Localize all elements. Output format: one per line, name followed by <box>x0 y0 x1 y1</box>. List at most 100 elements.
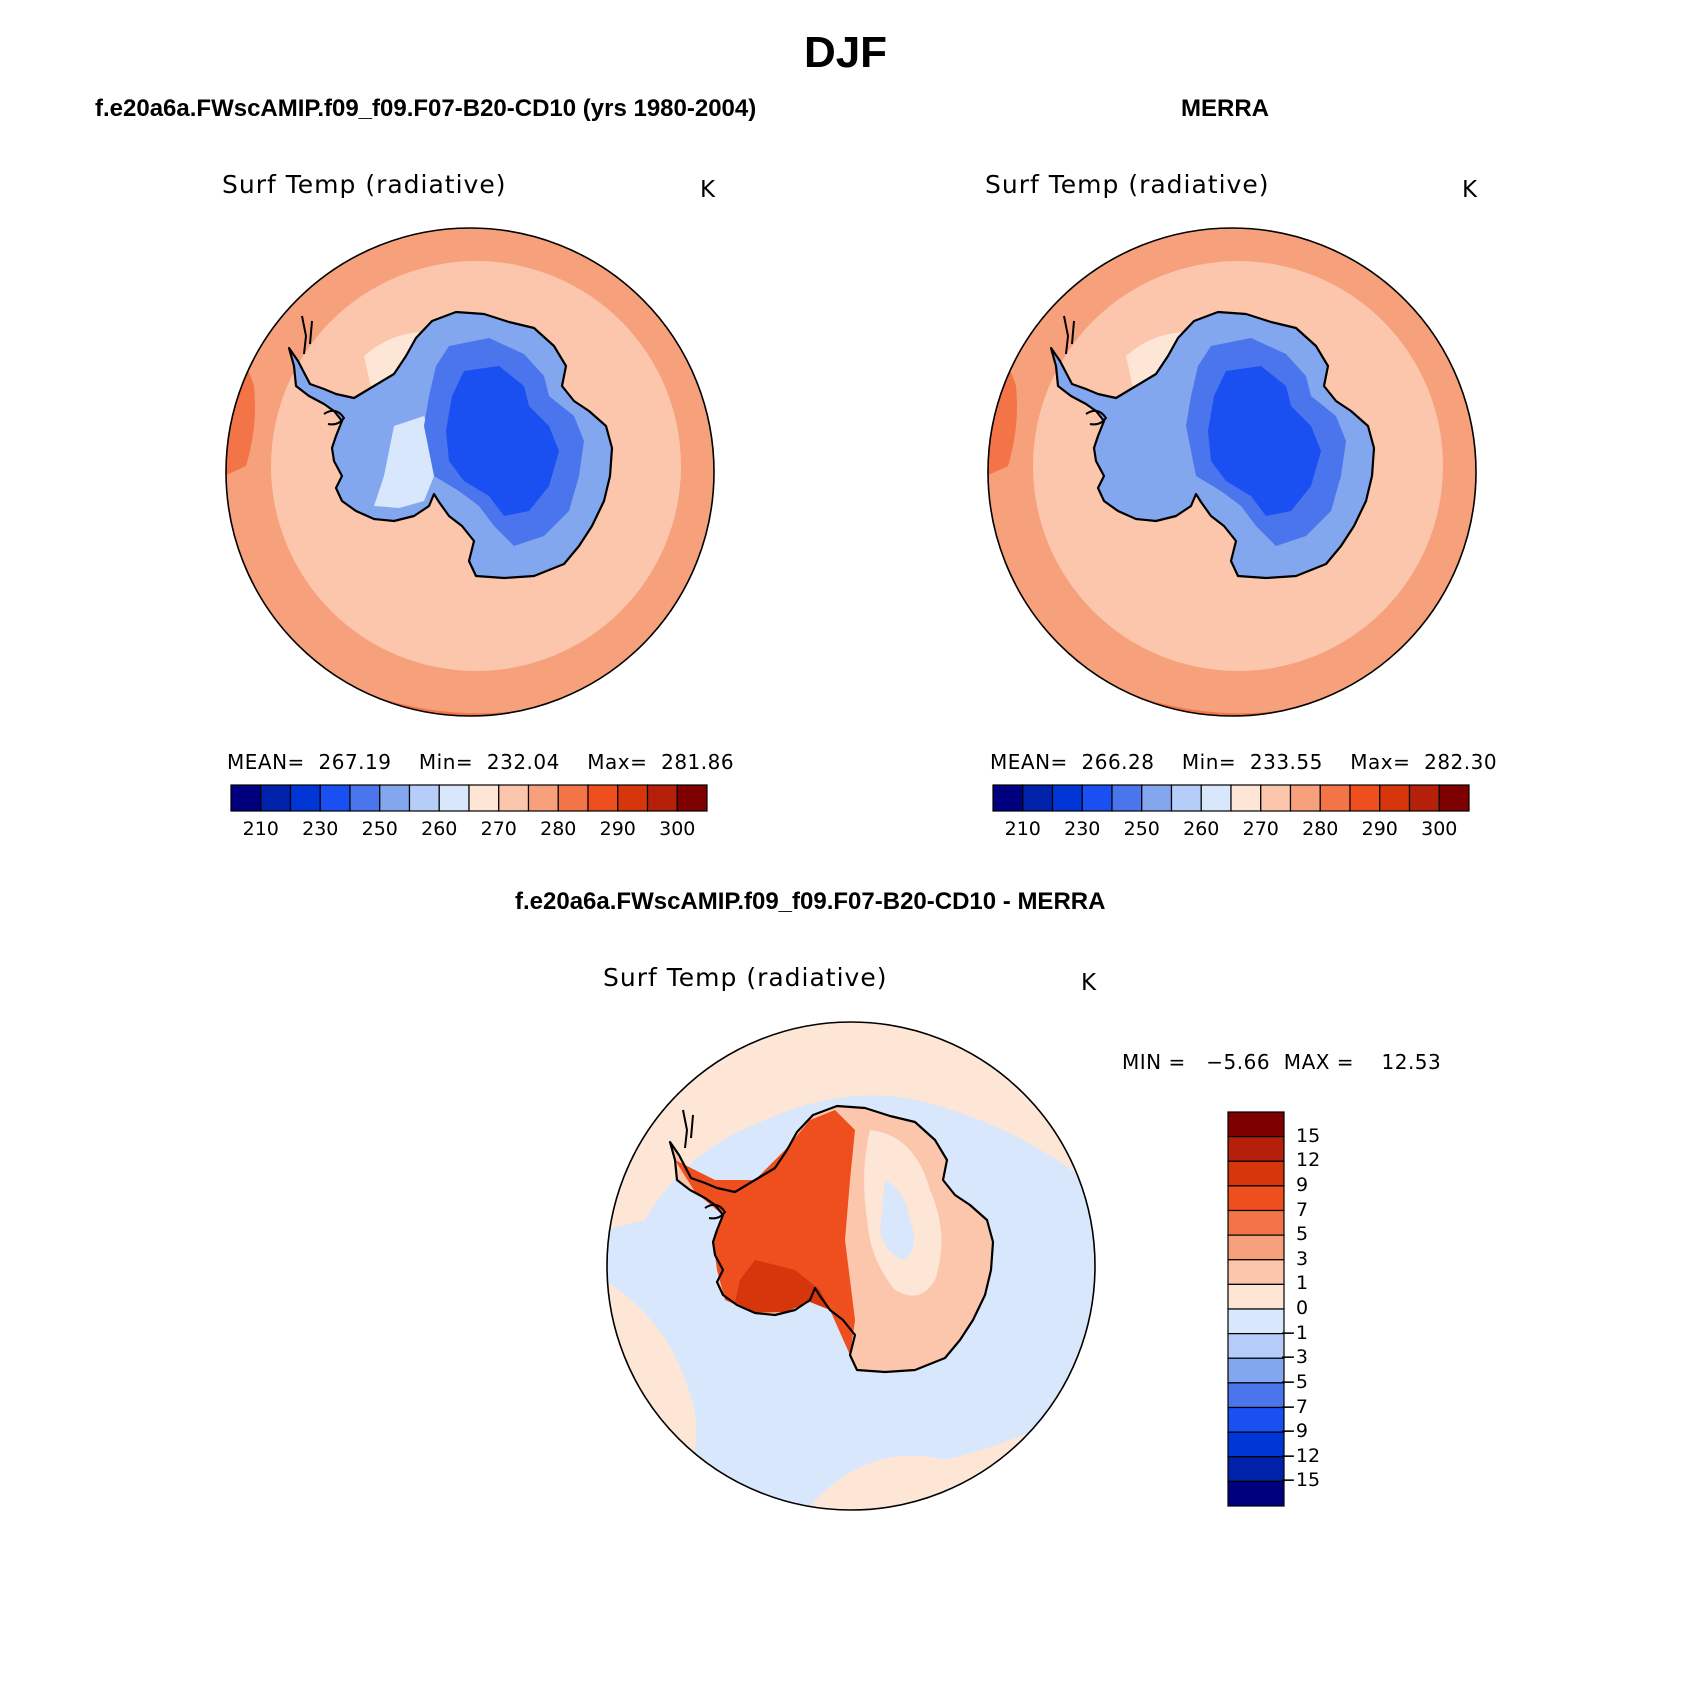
panel2-colorbar-tick-label: 300 <box>1421 818 1458 840</box>
diff-colorbar-swatch <box>1227 1456 1285 1482</box>
diff-colorbar <box>1227 1111 1285 1507</box>
panel1-colorbar-tick-label: 260 <box>421 818 458 840</box>
panel2-colorbar-swatch <box>1408 784 1440 812</box>
panel1-colorbar-tick-label: 270 <box>480 818 517 840</box>
panel1-map-ice-shelf <box>374 416 434 508</box>
panel1-map-coastline <box>287 310 614 580</box>
diff-colorbar-tick-label: −1 <box>1280 1321 1309 1344</box>
diff-polar-map <box>606 1021 1096 1511</box>
panel2-colorbar-swatch <box>1081 784 1113 812</box>
panel1-stats: MEAN= 267.19 Min= 232.04 Max= 281.86 <box>227 750 735 774</box>
panel2-colorbar-tick-label: 290 <box>1361 818 1398 840</box>
diff-map-coastline <box>682 1109 727 1220</box>
panel2-units-label: K <box>1462 177 1478 203</box>
panel1-polar-map <box>225 227 715 717</box>
panel2-colorbar-tick-label: 260 <box>1183 818 1220 840</box>
panel1-colorbar-tick-label: 290 <box>599 818 636 840</box>
panel2-colorbar-swatch <box>1170 784 1202 812</box>
panel2-colorbar <box>992 784 1470 812</box>
diff-colorbar-swatch <box>1227 1357 1285 1384</box>
diff-colorbar-swatch <box>1227 1259 1285 1285</box>
panel2-colorbar-tick-label: 250 <box>1123 818 1160 840</box>
diff-colorbar-tick-label: 0 <box>1296 1297 1309 1319</box>
panel2-colorbar-swatch <box>1379 784 1411 812</box>
panel2-colorbar-swatch <box>1230 784 1262 812</box>
diff-colorbar-swatch <box>1227 1160 1285 1187</box>
diff-map-strong-warm-anomaly <box>735 1260 830 1312</box>
diff-colorbar-swatch <box>1227 1185 1285 1212</box>
diff-case-title: f.e20a6a.FWscAMIP.f09_f09.F07-B20-CD10 -… <box>515 888 1106 915</box>
diff-colorbar-swatch <box>1227 1431 1285 1458</box>
panel1-units-label: K <box>700 177 716 203</box>
diff-colorbar-swatch <box>1227 1283 1285 1310</box>
diff-colorbar-tick-label: −9 <box>1280 1420 1309 1443</box>
panel1-map-map-border <box>225 227 715 717</box>
panel1-colorbar-swatch <box>408 784 440 812</box>
diff-colorbar-tick-label: 3 <box>1296 1247 1309 1270</box>
diff-map-map-border <box>606 1021 1096 1511</box>
diff-colorbar-tick-label: 15 <box>1296 1124 1321 1147</box>
diff-colorbar-tick-label: 12 <box>1296 1149 1321 1172</box>
panel1-colorbar-swatch <box>230 784 262 812</box>
diff-colorbar-tick-label: −15 <box>1280 1469 1321 1492</box>
panel2-colorbar-swatch <box>1289 784 1321 812</box>
diff-map-positive-region <box>607 1022 1095 1230</box>
panel2-colorbar-tick-label: 280 <box>1302 818 1339 840</box>
panel2-map-ice-core <box>1208 366 1321 516</box>
panel1-map-ice-core <box>446 366 559 516</box>
panel1-colorbar-swatch <box>289 784 321 812</box>
diff-colorbar-swatch <box>1227 1136 1285 1162</box>
panel2-variable-label: Surf Temp (radiative) <box>985 170 1270 199</box>
diff-variable-label: Surf Temp (radiative) <box>603 963 888 992</box>
panel2-colorbar-tick-label: 270 <box>1242 818 1279 840</box>
panel2-colorbar-swatch <box>1319 784 1351 812</box>
figure-title: DJF <box>803 28 888 77</box>
panel2-map-map-border <box>987 227 1477 717</box>
panel1-variable-label: Surf Temp (radiative) <box>222 170 507 199</box>
panel1-colorbar-swatch <box>498 784 530 812</box>
panel1-colorbar-swatch <box>438 784 470 812</box>
diff-colorbar-tick-label: −5 <box>1280 1370 1309 1393</box>
panel2-colorbar-tick-label: 210 <box>1004 818 1041 840</box>
diff-colorbar-swatch <box>1227 1406 1285 1433</box>
panel1-colorbar-swatch <box>646 784 678 812</box>
panel1-colorbar-swatch <box>527 784 559 812</box>
diff-units-label: K <box>1081 970 1097 996</box>
panel2-colorbar-swatch <box>1438 784 1470 812</box>
panel2-map-ice-shelf <box>1136 416 1196 508</box>
panel1-colorbar-swatch <box>319 784 351 812</box>
panel1-colorbar-swatch <box>379 784 411 812</box>
diff-colorbar-tick-label: 9 <box>1296 1173 1309 1196</box>
panel2-colorbar-ticks: 210 230 250 260 270 280 290 300 <box>993 818 1469 844</box>
panel1-colorbar-tick-label: 230 <box>302 818 339 840</box>
panel1-colorbar-swatch <box>468 784 500 812</box>
diff-colorbar-ticks: 15 12 9 7 5 3 1 0 −1 −3 −5 −7 −9 −12 −15 <box>1280 1112 1372 1506</box>
diff-colorbar-tick-label: 5 <box>1296 1223 1309 1246</box>
panel1-colorbar-swatch <box>557 784 589 812</box>
panel2-colorbar-swatch <box>1349 784 1381 812</box>
panel1-colorbar-swatch <box>349 784 381 812</box>
panel1-colorbar-tick-label: 280 <box>540 818 577 840</box>
panel2-colorbar-swatch <box>1111 784 1143 812</box>
panel2-case-title: MERRA <box>1181 95 1269 122</box>
diff-colorbar-tick-label: −7 <box>1280 1395 1309 1418</box>
diff-map-cool-anomaly <box>880 1180 914 1260</box>
panel1-case-title: f.e20a6a.FWscAMIP.f09_f09.F07-B20-CD10 (… <box>95 95 757 122</box>
panel1-colorbar-ticks: 210 230 250 260 270 280 290 300 <box>231 818 707 844</box>
panel2-colorbar-swatch <box>1200 784 1232 812</box>
diff-colorbar-tick-label: −12 <box>1280 1444 1321 1467</box>
diff-colorbar-swatch <box>1227 1234 1285 1261</box>
panel2-colorbar-tick-label: 230 <box>1064 818 1101 840</box>
panel1-colorbar-swatch <box>617 784 649 812</box>
panel1-colorbar-tick-label: 300 <box>659 818 696 840</box>
diff-colorbar-swatch <box>1227 1333 1285 1359</box>
panel2-colorbar-swatch <box>1260 784 1292 812</box>
diff-stats: MIN = −5.66 MAX = 12.53 <box>1122 1050 1442 1074</box>
diff-colorbar-swatch <box>1227 1209 1285 1236</box>
diff-colorbar-tick-label: −3 <box>1280 1346 1309 1369</box>
diff-colorbar-tick-label: 1 <box>1296 1272 1309 1295</box>
diff-colorbar-tick-label: 7 <box>1296 1198 1309 1221</box>
panel1-colorbar-tick-label: 250 <box>361 818 398 840</box>
diff-colorbar-swatch <box>1227 1111 1285 1138</box>
panel2-colorbar-swatch <box>1051 784 1083 812</box>
